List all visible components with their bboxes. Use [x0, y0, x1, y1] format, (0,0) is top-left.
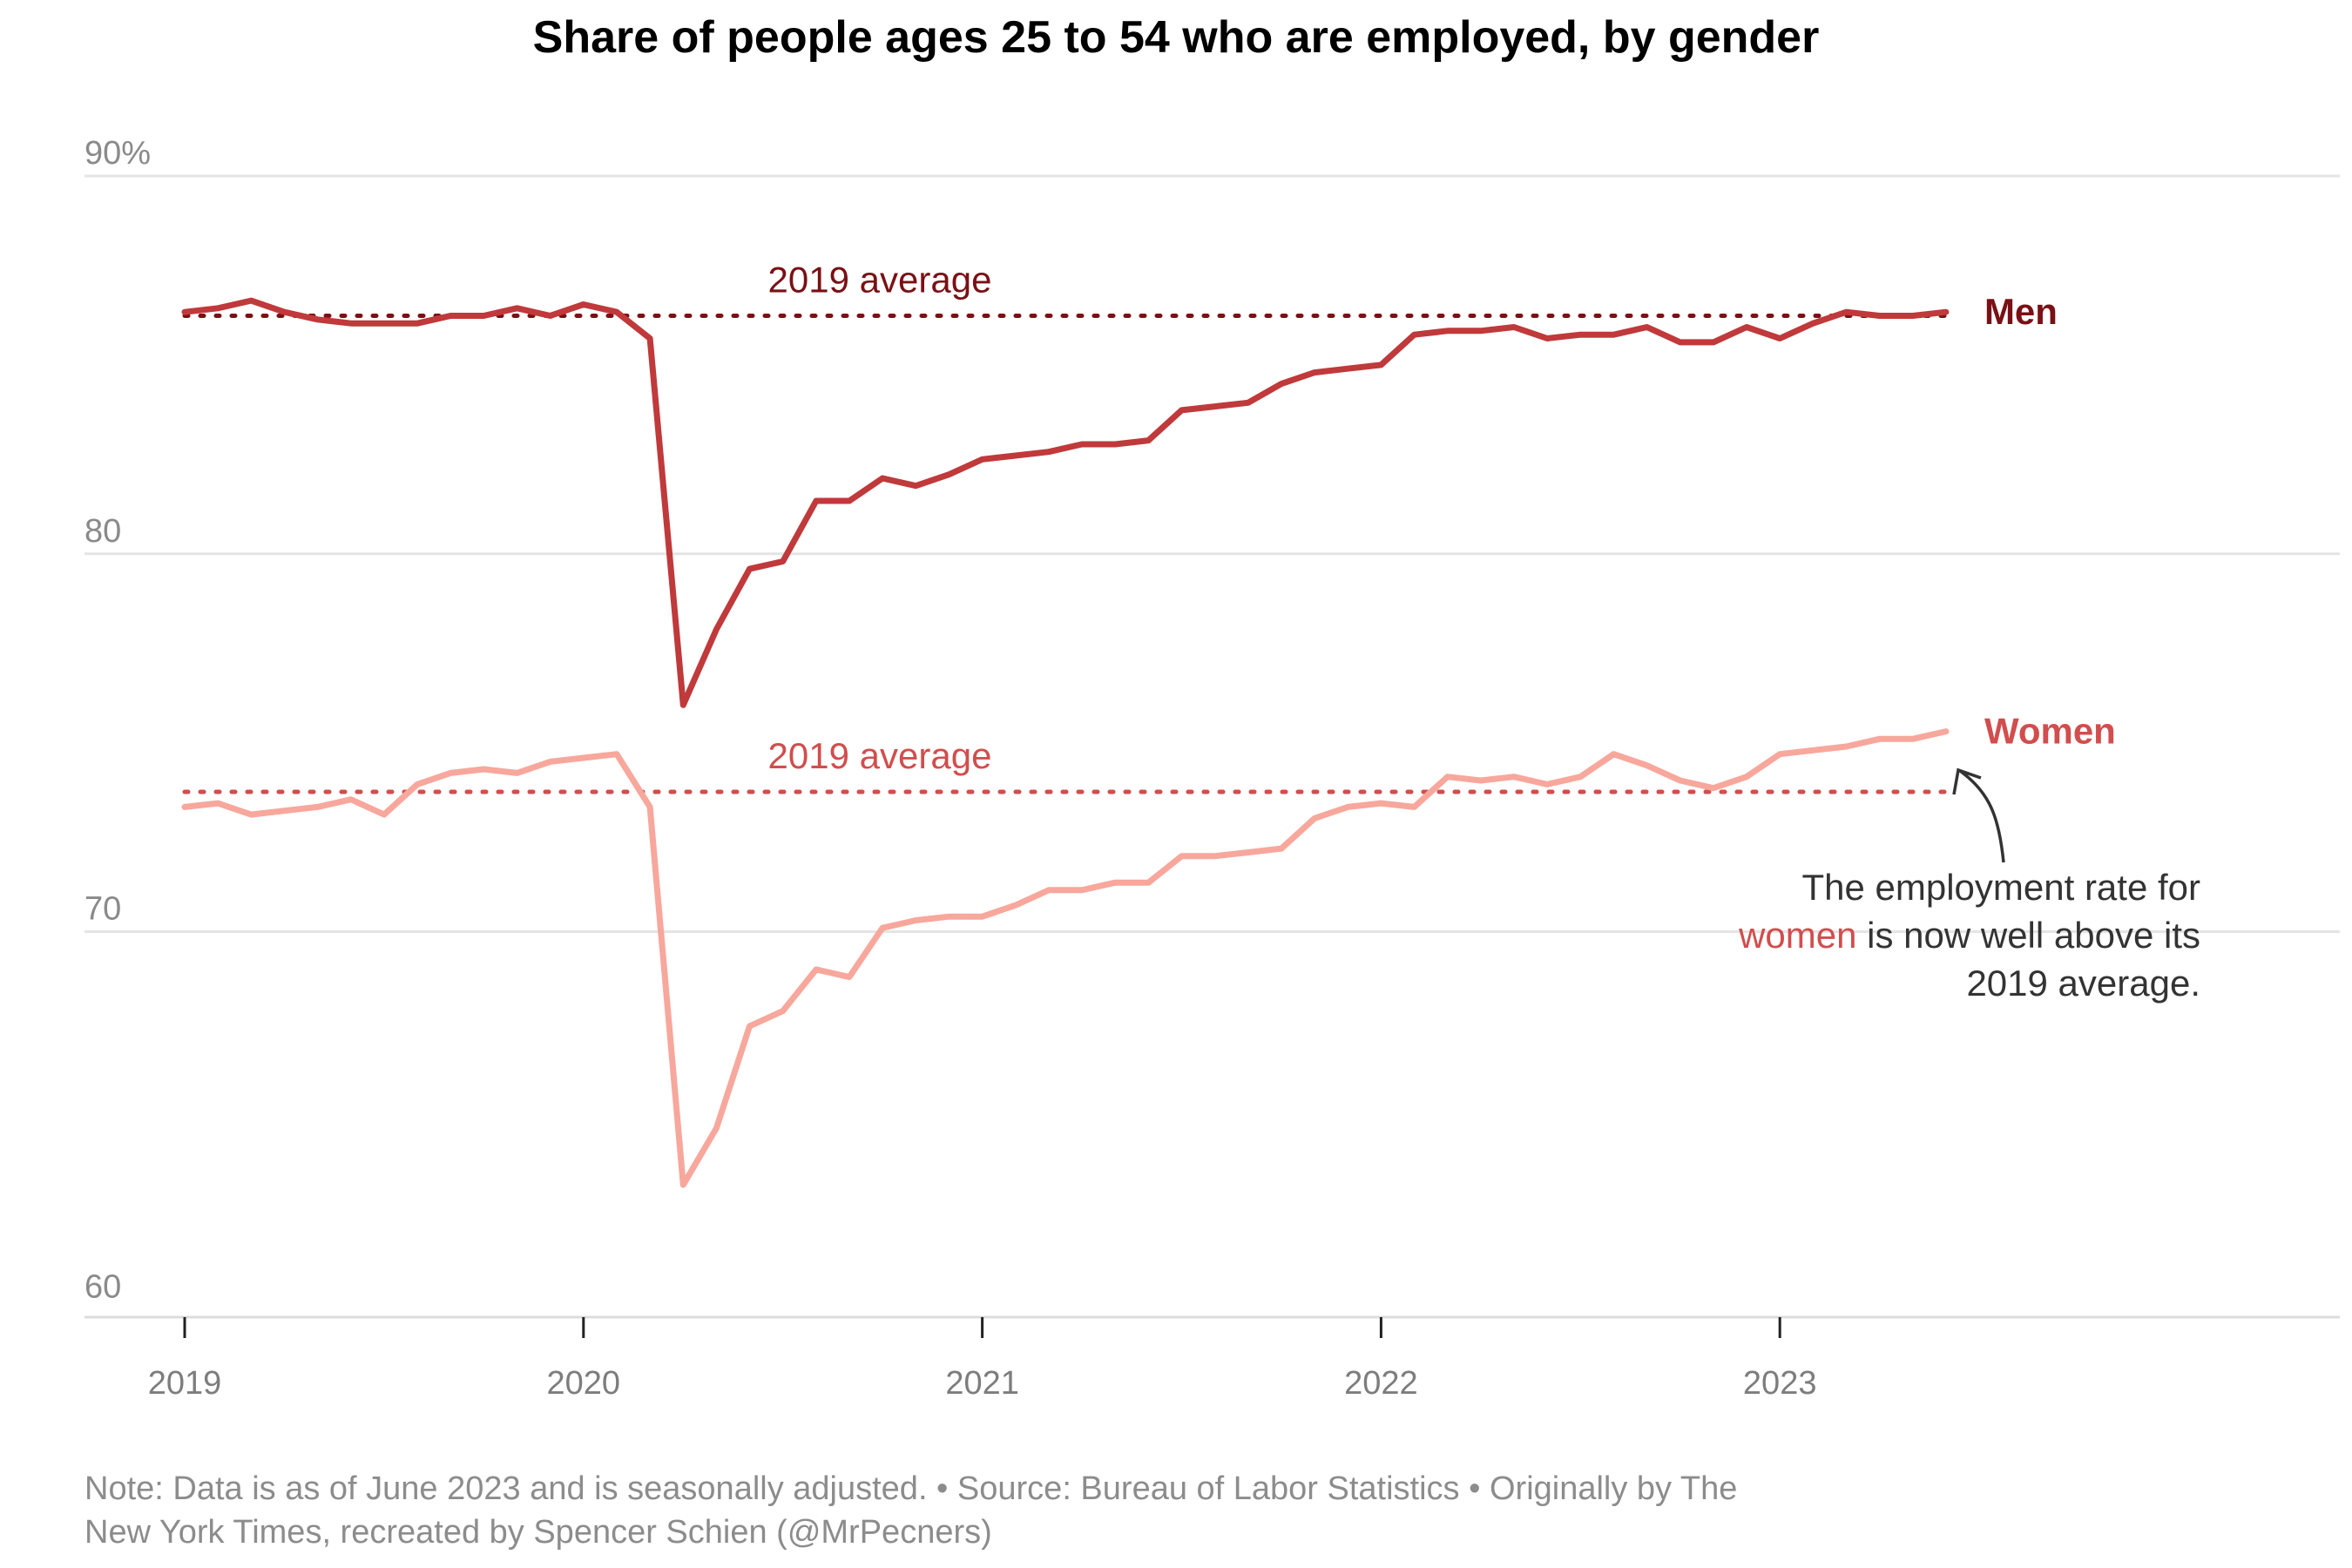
x-tick-label: 2023	[1743, 1365, 1817, 1402]
annotation-line-1: The employment rate for	[1801, 867, 2200, 908]
x-tick-label: 2022	[1344, 1365, 1418, 1402]
series-line-men	[181, 297, 1950, 708]
annotation-arrowhead	[1952, 767, 1982, 795]
series-lines	[181, 297, 1950, 1188]
average-lines: 2019 average 2019 average	[182, 259, 1949, 794]
annotation-highlight: women	[1738, 915, 1856, 956]
y-tick-label: 60	[84, 1268, 121, 1305]
y-tick-label: 80	[84, 513, 121, 550]
y-tick-label: 90%	[84, 135, 151, 172]
y-tick-label: 70	[84, 891, 121, 928]
series-line-women	[181, 728, 1950, 1188]
series-label-men: Men	[1984, 291, 2058, 332]
footer-note-line-1: Note: Data is as of June 2023 and is sea…	[84, 1470, 1737, 1507]
footer-note-line-2: New York Times, recreated by Spencer Sch…	[84, 1514, 992, 1551]
series-label-women: Women	[1984, 711, 2116, 752]
x-tick-label: 2020	[547, 1365, 621, 1402]
x-axis: 2019 2020 2021 2022 2023	[84, 1315, 2340, 1402]
series-labels: Men Women	[1984, 291, 2116, 751]
avg-label-women: 2019 average	[768, 735, 992, 776]
gridlines	[84, 174, 2340, 934]
annotation-line-2: women is now well above its	[1738, 915, 2200, 956]
annotation-line-2-rest: is now well above its	[1856, 915, 2200, 956]
x-tick-label: 2021	[945, 1365, 1019, 1402]
avg-label-men: 2019 average	[768, 259, 992, 300]
x-tick-label: 2019	[148, 1365, 222, 1402]
annotation: The employment rate for women is now wel…	[1738, 767, 2200, 1004]
chart-title: Share of people ages 25 to 54 who are em…	[533, 12, 1820, 63]
y-axis-ticks: 90% 80 70 60	[84, 135, 151, 1305]
annotation-arrow	[1958, 769, 2005, 863]
annotation-line-3: 2019 average.	[1966, 963, 2200, 1004]
